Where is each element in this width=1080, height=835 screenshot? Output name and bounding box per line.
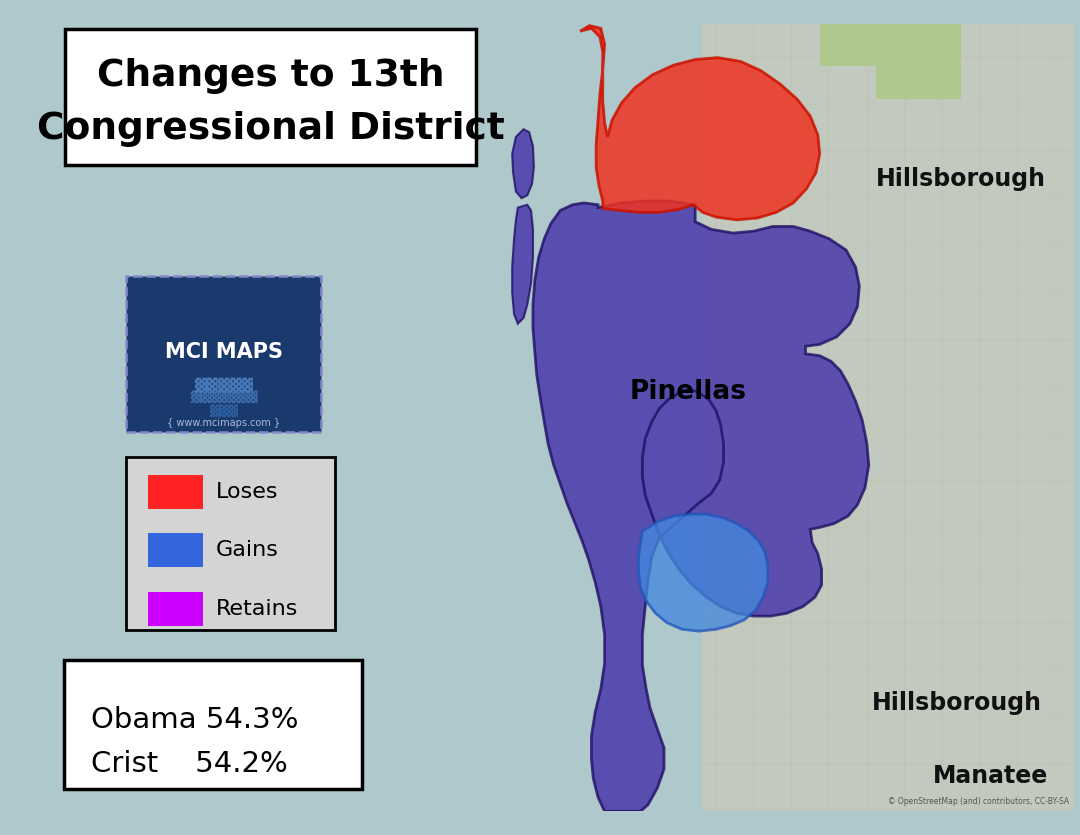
Text: MCI MAPS: MCI MAPS — [164, 342, 283, 362]
FancyBboxPatch shape — [64, 660, 362, 789]
Text: ▓▓▓: ▓▓▓ — [210, 404, 238, 417]
FancyBboxPatch shape — [126, 276, 321, 433]
FancyBboxPatch shape — [65, 29, 476, 165]
Bar — [148, 533, 203, 567]
Text: { www.mcimaps.com }: { www.mcimaps.com } — [167, 418, 280, 428]
Text: ▓▓▓▓▓▓▓: ▓▓▓▓▓▓▓ — [190, 390, 257, 402]
Polygon shape — [512, 129, 534, 198]
Polygon shape — [580, 26, 820, 220]
Text: Loses: Loses — [216, 482, 279, 502]
Text: Manatee: Manatee — [933, 764, 1049, 788]
Text: Gains: Gains — [216, 540, 279, 560]
FancyBboxPatch shape — [126, 457, 335, 630]
Text: Crist    54.2%: Crist 54.2% — [92, 750, 288, 778]
Text: Retains: Retains — [216, 599, 298, 619]
Text: Pinellas: Pinellas — [630, 378, 746, 405]
Polygon shape — [532, 201, 868, 812]
Text: © OpenStreetMap (and) contributors, CC-BY-SA: © OpenStreetMap (and) contributors, CC-B… — [888, 797, 1069, 806]
Polygon shape — [638, 514, 768, 631]
Text: Hillsborough: Hillsborough — [876, 167, 1047, 191]
Polygon shape — [512, 205, 532, 324]
Text: ▓▓▓▓▓: ▓▓▓▓▓ — [194, 377, 253, 392]
Polygon shape — [702, 23, 1075, 812]
Bar — [148, 591, 203, 625]
Bar — [148, 474, 203, 509]
Text: Congressional District: Congressional District — [37, 111, 504, 147]
Text: Hillsborough: Hillsborough — [872, 691, 1041, 715]
Text: Obama 54.3%: Obama 54.3% — [92, 706, 299, 734]
Text: Changes to 13th: Changes to 13th — [97, 58, 445, 94]
Polygon shape — [820, 23, 961, 99]
